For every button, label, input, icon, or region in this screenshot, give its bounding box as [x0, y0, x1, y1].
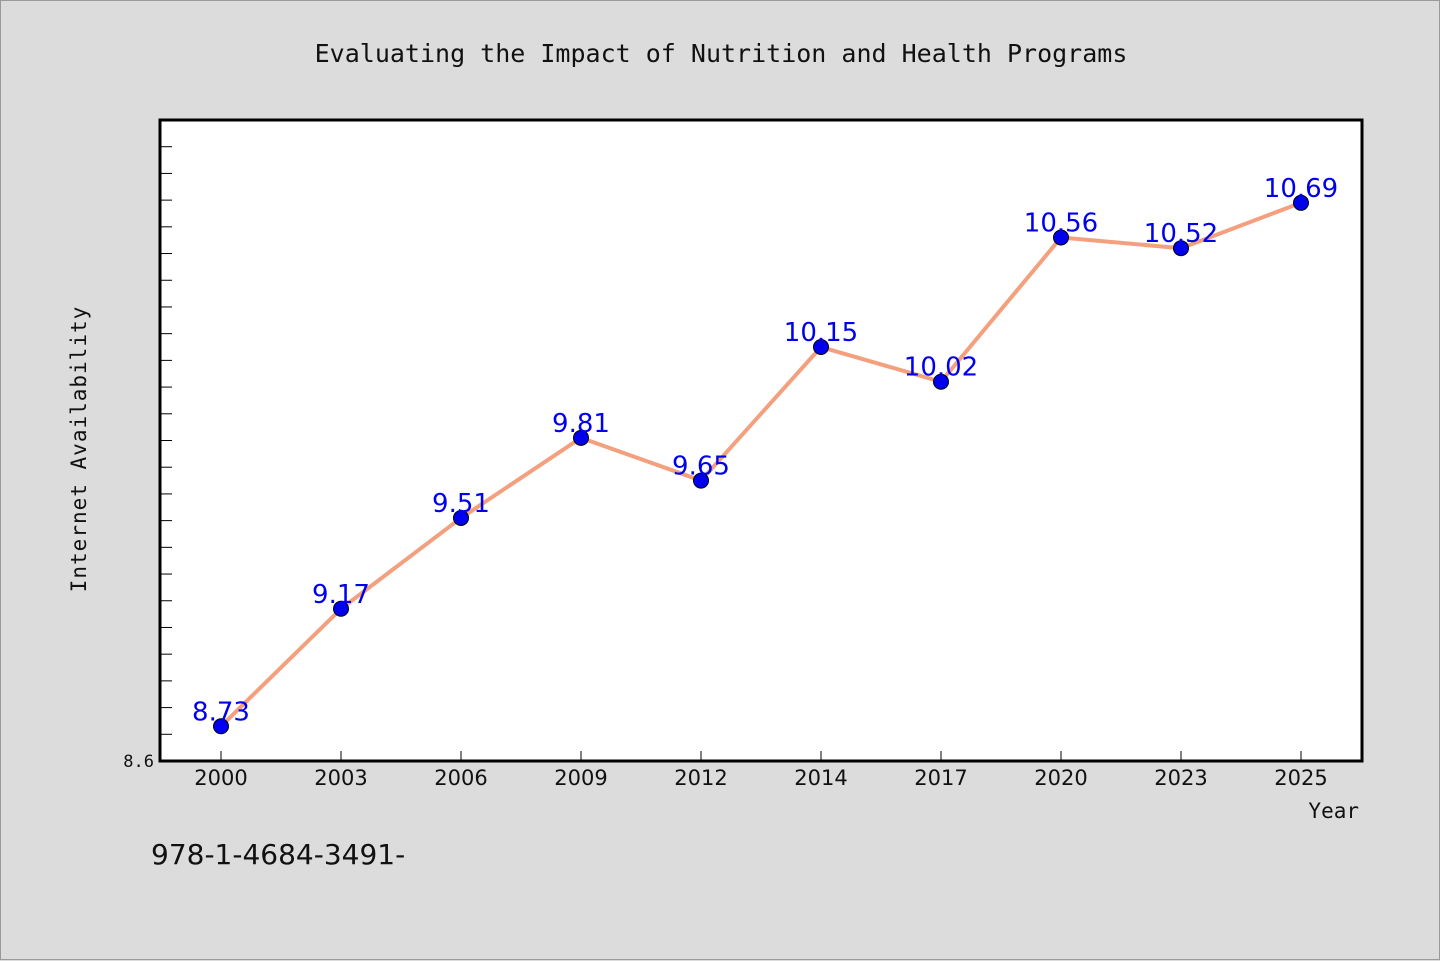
data-markers	[213, 194, 1309, 735]
data-point	[333, 600, 349, 617]
x-tick-label: 2020	[1034, 766, 1087, 790]
x-tick-label: 2009	[554, 766, 607, 790]
data-point	[933, 373, 949, 390]
data-label: 10.15	[784, 318, 858, 348]
x-tick-label: 2023	[1154, 766, 1207, 790]
x-axis-ticks: 2000 2003 2006 2009 2012 2014 2017 2020 2023 2025	[194, 751, 1328, 790]
data-point	[1173, 240, 1189, 257]
x-tick-label: 2003	[314, 766, 367, 790]
data-label: 9.51	[432, 489, 490, 519]
footer-text: 978-1-4684-3491-	[151, 838, 405, 871]
x-tick-label: 2025	[1274, 766, 1327, 790]
data-point	[453, 509, 469, 526]
data-label: 9.17	[312, 580, 370, 610]
data-point	[213, 718, 229, 735]
data-point	[1053, 229, 1069, 246]
data-label: 9.65	[672, 452, 730, 482]
x-tick-label: 2006	[434, 766, 487, 790]
data-label: 10.56	[1024, 209, 1098, 239]
series-line-group	[219, 200, 1302, 728]
x-tick-label: 2012	[674, 766, 727, 790]
data-point	[813, 339, 829, 356]
series-line	[219, 200, 1302, 728]
y-axis-ticks: 8.6	[123, 146, 172, 772]
data-point	[573, 429, 589, 446]
data-point	[693, 472, 709, 489]
x-tick-label: 2014	[794, 766, 847, 790]
chart-title: Evaluating the Impact of Nutrition and H…	[315, 39, 1128, 68]
data-label: 10.69	[1264, 174, 1338, 204]
data-labels: 8.73 9.17 9.51 9.81 9.65 10.15 10.02 10.56 10.52…	[192, 174, 1338, 727]
y-axis-label: Internet Availability	[67, 306, 91, 593]
x-axis-label: Year	[1308, 799, 1359, 823]
x-tick-label: 2000	[194, 766, 247, 790]
y-tick-label: 8.6	[123, 752, 154, 772]
data-label: 9.81	[552, 409, 610, 439]
x-tick-label: 2017	[914, 766, 967, 790]
data-point	[1293, 194, 1309, 211]
data-label: 10.02	[904, 353, 978, 383]
data-label: 8.73	[192, 697, 250, 727]
plot-area	[160, 120, 1362, 761]
data-label: 10.52	[1144, 219, 1218, 249]
plot-frame	[158, 118, 1364, 763]
